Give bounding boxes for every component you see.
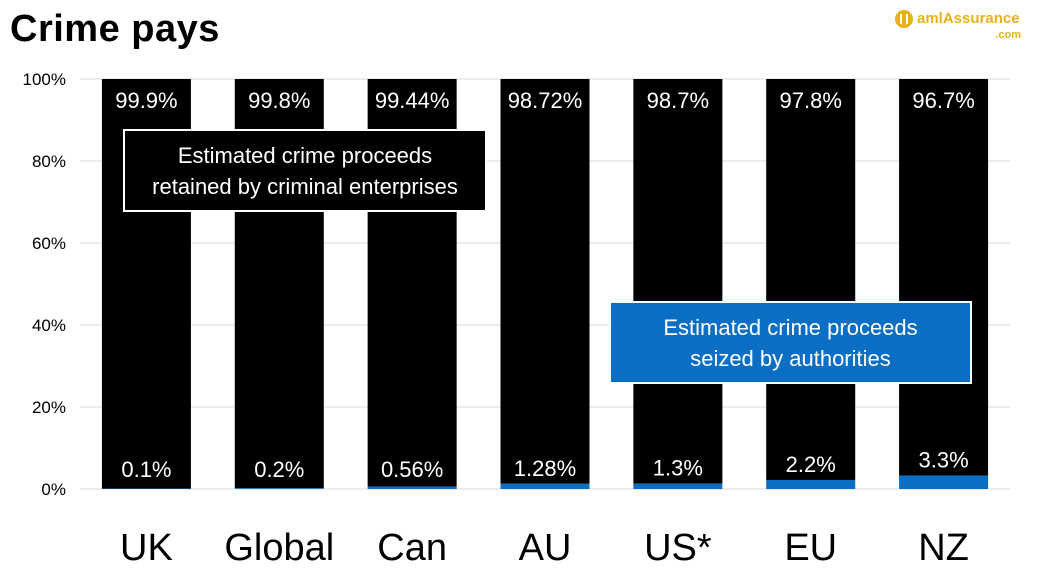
aml-logo-icon: [895, 10, 913, 28]
y-tick-label: 100%: [23, 70, 66, 89]
y-tick-label: 20%: [32, 398, 66, 417]
data-label-retained: 97.8%: [780, 88, 842, 113]
data-label-seized: 1.3%: [653, 456, 703, 481]
callout-seized-line-2: seized by authorities: [690, 345, 891, 371]
x-tick-label: EU: [784, 527, 837, 569]
data-label-retained: 99.44%: [375, 88, 450, 113]
data-label-seized: 3.3%: [918, 447, 968, 472]
y-axis-ticks: 0% 20% 40% 60% 80% 100%: [23, 70, 66, 499]
callout-seized: Estimated crime proceeds seized by autho…: [609, 301, 972, 384]
data-label-seized: 0.1%: [121, 457, 171, 482]
data-label-retained: 99.9%: [115, 88, 177, 113]
data-label-seized: 0.2%: [254, 457, 304, 482]
data-label-seized: 0.56%: [381, 457, 443, 482]
bar-retained: [899, 79, 989, 476]
page-title: Crime pays: [10, 8, 220, 50]
x-tick-label: Can: [377, 527, 447, 569]
bar-seized: [500, 483, 590, 489]
callout-seized-line-1: Estimated crime proceeds: [663, 314, 918, 340]
bar-retained: [500, 79, 590, 484]
callout-retained: Estimated crime proceeds retained by cri…: [123, 129, 487, 212]
callout-retained-line-1: Estimated crime proceeds: [177, 142, 433, 168]
data-label-seized: 2.2%: [786, 452, 836, 477]
bar-retained: [633, 79, 723, 484]
y-tick-label: 80%: [32, 152, 66, 171]
x-tick-label: US*: [644, 527, 712, 569]
data-label-seized: 1.28%: [514, 456, 576, 481]
brand-logo: amlAssurance .com: [895, 8, 1035, 44]
bar-seized: [367, 486, 457, 489]
bar-seized: [234, 488, 324, 489]
callout-retained-line-2: retained by criminal enterprises: [152, 173, 458, 199]
y-tick-label: 40%: [32, 316, 66, 335]
data-label-retained: 96.7%: [912, 88, 974, 113]
y-tick-label: 60%: [32, 234, 66, 253]
data-label-retained: 99.8%: [248, 88, 310, 113]
x-tick-label: UK: [120, 527, 173, 569]
x-tick-label: NZ: [918, 527, 969, 569]
bar-seized: [633, 483, 723, 489]
data-label-retained: 98.7%: [647, 88, 709, 113]
bar-seized: [766, 479, 856, 489]
x-tick-label: AU: [519, 527, 572, 569]
x-tick-label: Global: [224, 527, 334, 569]
logo-wordmark: amlAssurance: [917, 10, 1020, 27]
bar-seized: [899, 475, 989, 489]
bar-retained: [766, 79, 856, 480]
logo-domain: .com: [995, 29, 1021, 41]
y-tick-label: 0%: [41, 480, 66, 499]
data-label-retained: 98.72%: [508, 88, 583, 113]
x-axis-ticks: UK Global Can AU US* EU NZ: [120, 527, 969, 569]
